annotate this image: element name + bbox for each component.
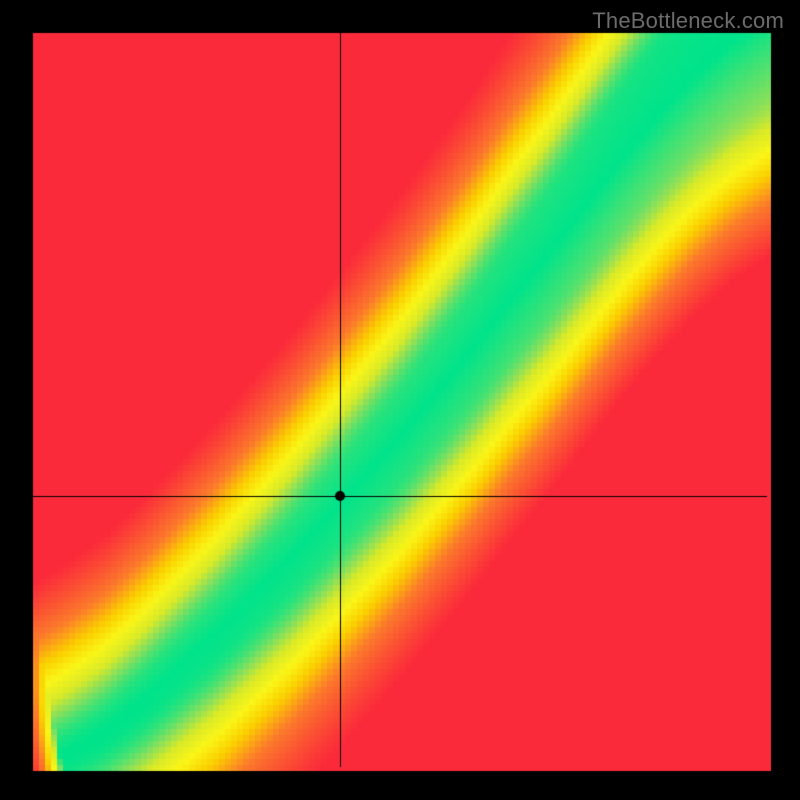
- watermark: TheBottleneck.com: [592, 8, 784, 34]
- heatmap-canvas: [0, 0, 800, 800]
- chart-container: TheBottleneck.com: [0, 0, 800, 800]
